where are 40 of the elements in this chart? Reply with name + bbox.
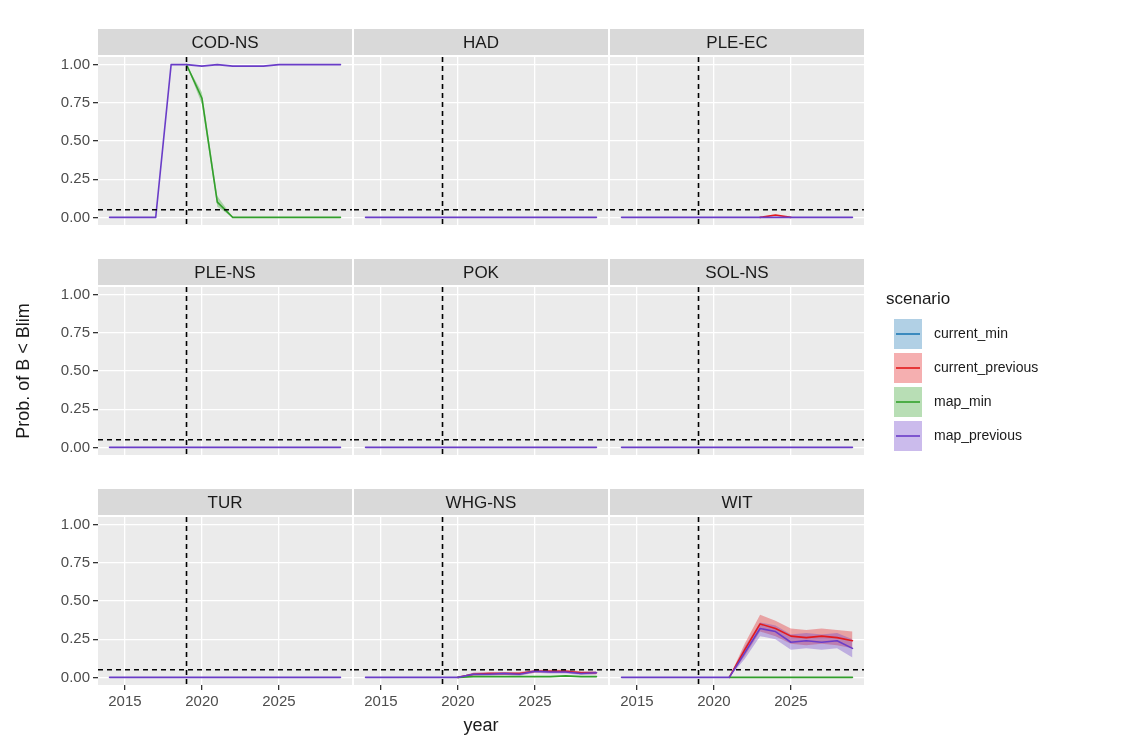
x-tick-label: 2020 [697,692,731,710]
y-tick-label: 0.25 [60,169,90,187]
chart-title: WIT [721,492,753,512]
y-tick-label: 1.00 [60,54,90,72]
y-axis-title: Prob. of B < Blim [12,303,33,439]
y-tick-label: 1.00 [60,284,90,302]
y-tick-label: 0.00 [60,667,90,685]
y-tick-label: 0.75 [60,92,90,110]
y-tick-label: 0.00 [60,207,90,225]
chart-title: WHG-NS [445,492,517,512]
x-tick-label: 2015 [364,692,398,710]
y-tick-label: 0.50 [60,591,90,609]
chart-title: POK [463,262,500,282]
x-tick-label: 2025 [518,692,552,710]
y-tick-label: 0.25 [60,629,90,647]
y-tick-label: 0.00 [60,437,90,455]
x-tick-label: 2020 [185,692,219,710]
y-tick-label: 0.25 [60,399,90,417]
y-tick-label: 0.75 [60,552,90,570]
x-tick-label: 2015 [108,692,142,710]
y-tick-label: 0.75 [60,322,90,340]
chart-title: SOL-NS [705,262,769,282]
chart-title: PLE-EC [706,32,768,52]
x-tick-label: 2025 [262,692,296,710]
chart-title: HAD [463,32,499,52]
legend-label: current_min [934,324,1008,341]
y-tick-label: 0.50 [60,361,90,379]
y-tick-label: 1.00 [60,514,90,532]
x-tick-label: 2025 [774,692,808,710]
x-axis-title: year [463,715,499,736]
legend-label: map_min [934,392,992,409]
chart-title: PLE-NS [194,262,256,282]
y-tick-label: 0.50 [60,131,90,149]
legend-title: scenario [886,288,951,308]
chart-title: TUR [207,492,243,512]
x-tick-label: 2020 [441,692,475,710]
x-tick-label: 2015 [620,692,654,710]
chart-title: COD-NS [191,32,259,52]
legend-label: map_previous [934,426,1022,443]
legend-label: current_previous [934,358,1039,375]
